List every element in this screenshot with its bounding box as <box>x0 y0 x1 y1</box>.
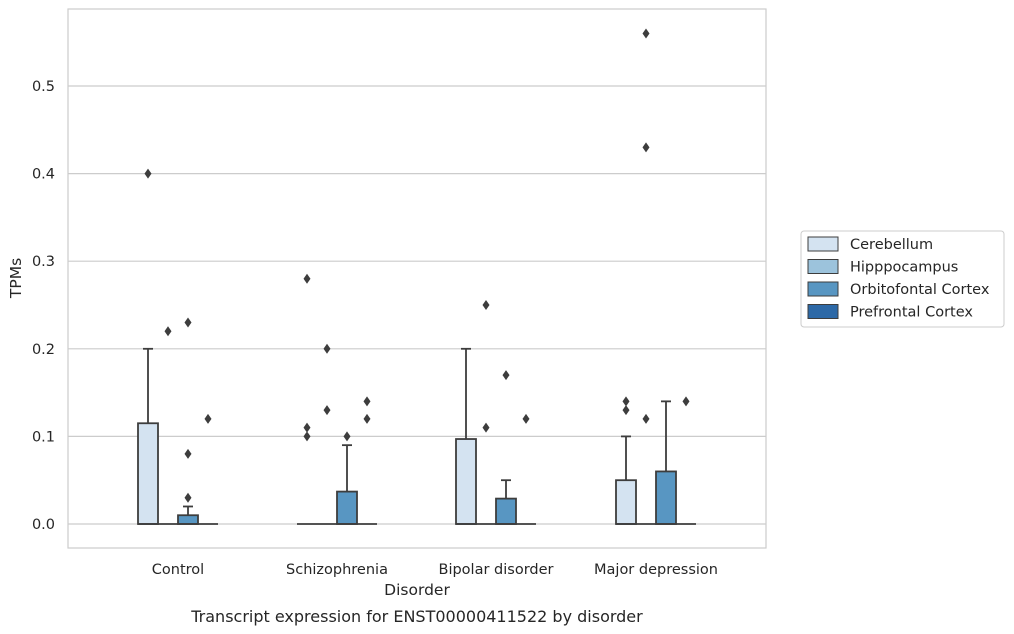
box <box>158 326 178 525</box>
outlier-point <box>303 431 311 442</box>
x-axis-label: Disorder <box>384 581 450 599</box>
legend-label: Orbitofontal Cortex <box>850 282 990 298</box>
outlier-point <box>184 492 192 503</box>
box-body <box>655 470 677 525</box>
outlier-point <box>204 413 212 424</box>
x-tick-label: Bipolar disorder <box>439 562 554 578</box>
series-group <box>177 317 677 525</box>
box <box>297 273 317 525</box>
box-body <box>177 514 199 525</box>
outlier-point <box>343 431 351 442</box>
box <box>495 370 517 525</box>
outlier-point <box>303 422 311 433</box>
box-body <box>455 438 477 525</box>
outlier-point <box>642 413 650 424</box>
legend: Cerebellum Hipppocampus Orbitofontal Corte… <box>800 230 1005 328</box>
series-group <box>137 168 637 525</box>
x-tick-label: Major depression <box>594 562 718 578</box>
box <box>317 343 337 525</box>
outlier-point <box>164 326 172 337</box>
legend-swatch <box>807 259 839 274</box>
box <box>357 396 377 525</box>
legend-label: Prefrontal Cortex <box>850 305 973 321</box>
y-tick-label: 0.1 <box>32 429 55 445</box>
outlier-point <box>622 396 630 407</box>
outlier-point <box>482 422 490 433</box>
legend-swatch <box>807 236 839 252</box>
y-tick-label: 0.3 <box>32 254 55 270</box>
x-tick-label: Schizophrenia <box>286 562 388 578</box>
y-tick-label: 0.2 <box>32 342 55 358</box>
outlier-point <box>184 317 192 328</box>
box <box>198 413 218 525</box>
series-group <box>198 396 696 525</box>
y-axis-ticks: 0.0 0.1 0.2 0.3 0.4 0.5 <box>32 79 55 533</box>
outlier-point <box>502 370 510 381</box>
y-axis-label: TPMs <box>7 258 25 299</box>
box <box>615 396 637 525</box>
box <box>636 28 656 525</box>
outlier-point <box>303 273 311 284</box>
box-body <box>495 497 517 525</box>
outlier-point <box>184 448 192 459</box>
box <box>655 400 677 525</box>
outlier-point <box>622 405 630 416</box>
box <box>476 300 496 525</box>
outlier-point <box>323 343 331 354</box>
grid-lines <box>68 85 766 525</box>
legend-swatch <box>807 281 839 297</box>
series-group <box>158 28 656 525</box>
box-body <box>336 490 358 525</box>
box <box>676 396 696 525</box>
box-body <box>137 422 159 525</box>
outlier-point <box>642 28 650 39</box>
outlier-point <box>522 413 530 424</box>
outlier-point <box>363 396 371 407</box>
legend-frame <box>800 230 1005 328</box>
box <box>177 317 199 525</box>
plot-frame <box>67 8 767 549</box>
box-body <box>615 479 637 525</box>
outlier-point <box>642 142 650 153</box>
box <box>516 413 536 525</box>
outlier-point <box>482 300 490 310</box>
y-tick-label: 0.4 <box>32 167 55 183</box>
outlier-point <box>323 405 331 416</box>
box-series <box>137 28 696 525</box>
legend-swatch <box>807 304 839 319</box>
legend-label: Cerebellum <box>850 237 933 253</box>
x-tick-label: Control <box>152 562 204 578</box>
box <box>455 347 477 525</box>
box <box>137 168 159 525</box>
outlier-point <box>144 168 152 179</box>
outlier-point <box>363 413 371 424</box>
y-tick-label: 0.0 <box>32 517 55 533</box>
y-tick-label: 0.5 <box>32 79 55 95</box>
x-axis-ticks: Control Schizophrenia Bipolar disorder Majo… <box>152 562 718 578</box>
chart-caption: Transcript expression for ENST0000041152… <box>190 607 643 626</box>
box <box>336 431 358 525</box>
legend-label: Hipppocampus <box>850 260 958 276</box>
outlier-point <box>682 396 690 407</box>
